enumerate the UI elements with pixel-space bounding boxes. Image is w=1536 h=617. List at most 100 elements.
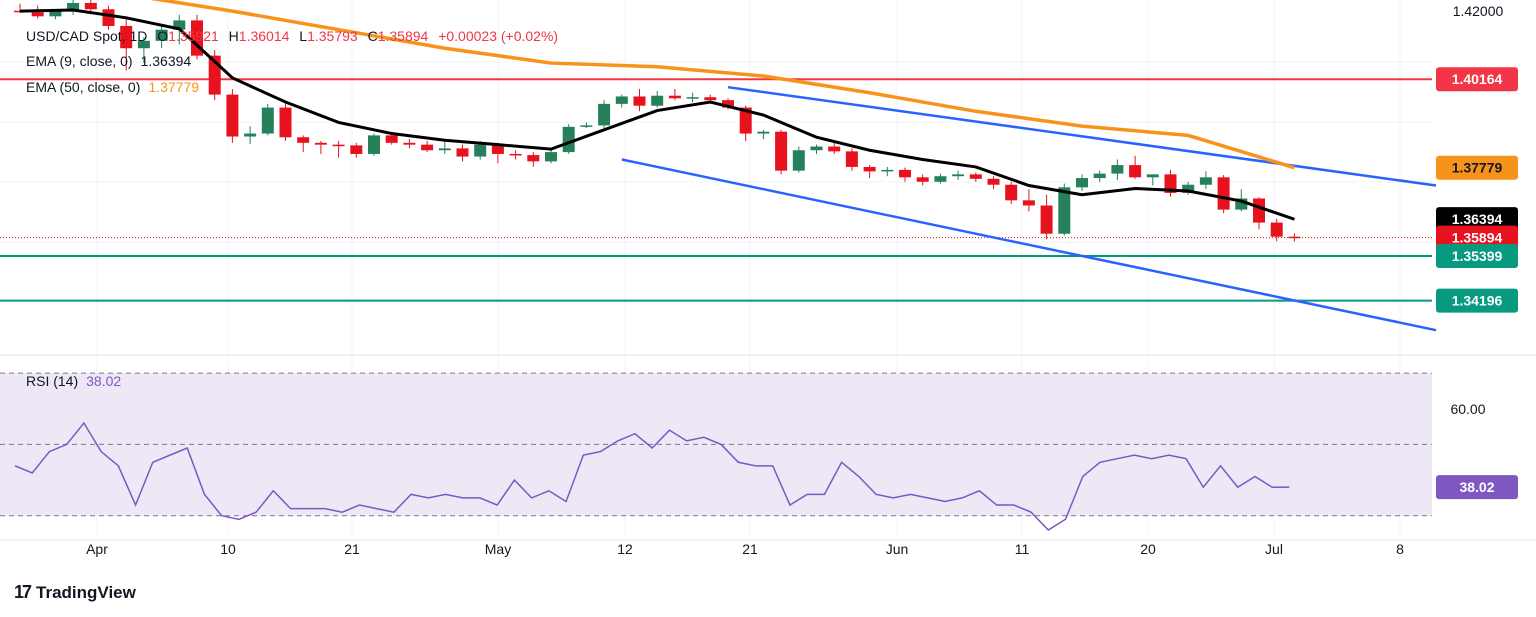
time-axis-labels: Apr 10 21 May 12 21 Jun 11 20 Jul 8 (86, 541, 1404, 557)
price-axis-labels[interactable]: 1.42000 1.40164 1.37779 1.36394 1.35894 1.353… (1436, 3, 1518, 500)
candle-body (775, 131, 788, 171)
rsi-line (14, 421, 1290, 531)
candle-body (385, 135, 398, 143)
candle-body (899, 169, 911, 178)
candle-body (1093, 173, 1106, 179)
candle-body (668, 95, 681, 99)
candles (14, 0, 1301, 242)
ema9-label: 1.36394 (1452, 211, 1503, 227)
rsi-tick: 60.00 (1450, 401, 1485, 417)
candle-body (934, 176, 947, 182)
candle-body (757, 131, 770, 134)
candle-body (297, 137, 310, 143)
time-tick: 20 (1140, 541, 1156, 557)
time-tick: 11 (1015, 541, 1030, 557)
candle-body (350, 145, 363, 154)
symbol-label: USD/CAD Spot, 1D (26, 28, 147, 44)
candle-body (562, 126, 575, 153)
ema9-badge (1436, 207, 1518, 232)
ema50-label: 1.37779 (1452, 160, 1503, 176)
ema50-legend: EMA (50, close, 0) 1.37779 (26, 79, 199, 95)
support2-badge (1436, 288, 1518, 313)
candle-body (226, 94, 239, 137)
candle-body (1288, 236, 1301, 239)
candle-body (368, 135, 380, 154)
time-tick: 8 (1396, 541, 1404, 557)
candle-body (173, 20, 186, 30)
tradingview-icon: 17 (14, 582, 32, 602)
candle-body (1270, 222, 1283, 237)
candle-body (987, 178, 1000, 185)
rsi-badge-label: 38.02 (1459, 479, 1494, 495)
candle-body (456, 148, 469, 157)
time-tick: 10 (220, 541, 236, 557)
candle-body (1217, 177, 1230, 210)
candle-body (279, 107, 292, 138)
candle-body (1199, 177, 1212, 185)
candle-body (1111, 165, 1124, 174)
support1-badge (1436, 244, 1518, 269)
tradingview-logo[interactable]: 17 TradingView (14, 582, 136, 603)
candle-body (102, 9, 115, 26)
candle-body (633, 96, 646, 106)
time-tick: May (485, 541, 511, 557)
candle-body (686, 97, 699, 99)
resistance-badge (1436, 67, 1518, 92)
ema9-line (19, 8, 1295, 221)
candle-body (49, 11, 62, 17)
change-value: +0.00023 (+0.02%) (438, 28, 558, 44)
candle-body (792, 150, 805, 171)
candle-body (332, 144, 345, 147)
candle-body (14, 10, 26, 13)
support2-label: 1.34196 (1452, 293, 1503, 309)
candle-body (314, 142, 327, 145)
candle-body (438, 148, 451, 151)
candle-body (863, 166, 876, 172)
last-close-badge (1436, 225, 1518, 250)
candle-body (722, 100, 734, 108)
candle-body (509, 153, 522, 156)
candle-body (1235, 198, 1248, 210)
channel-upper-line (727, 85, 1437, 187)
candle-body (881, 169, 894, 172)
brand-name: TradingView (36, 582, 136, 602)
candle-body (615, 96, 628, 104)
candle-body (1164, 174, 1177, 193)
candle-body (651, 95, 664, 106)
time-tick: 12 (617, 541, 633, 557)
ema50-value: 1.37779 (148, 79, 199, 95)
legend-row-1: USD/CAD Spot, 1D O1.35921 H1.36014 L1.35… (26, 28, 558, 44)
candle-body (527, 155, 540, 162)
candle-body (84, 2, 97, 10)
candle-body (491, 144, 504, 154)
candle-body (1005, 184, 1018, 201)
resistance-label: 1.40164 (1452, 71, 1503, 87)
ema50-line (150, 0, 1295, 170)
candle-body (810, 146, 823, 151)
support1-label: 1.35399 (1452, 248, 1503, 264)
candle-body (261, 107, 274, 134)
candle-body (1253, 198, 1265, 223)
candle-body (474, 144, 487, 157)
rsi-legend: RSI (14) 38.02 (26, 373, 121, 389)
time-tick: Apr (86, 541, 108, 557)
candle-body (969, 174, 982, 179)
price-tick: 1.42000 (1453, 3, 1504, 19)
candle-body (952, 174, 965, 177)
channel-lines[interactable] (621, 85, 1437, 332)
time-tick: Jun (886, 541, 909, 557)
candle-body (580, 125, 593, 127)
candle-body (1058, 187, 1071, 234)
candle-body (1146, 174, 1159, 178)
candle-body (67, 2, 80, 12)
horizontal-levels (0, 78, 1432, 517)
candle-body (916, 177, 929, 182)
candle-body (137, 40, 150, 49)
candle-body (244, 133, 257, 137)
channel-lower-line (621, 158, 1437, 332)
candle-body (403, 142, 416, 145)
time-tick: 21 (344, 541, 360, 557)
candle-body (545, 152, 557, 162)
candle-body (31, 12, 44, 17)
